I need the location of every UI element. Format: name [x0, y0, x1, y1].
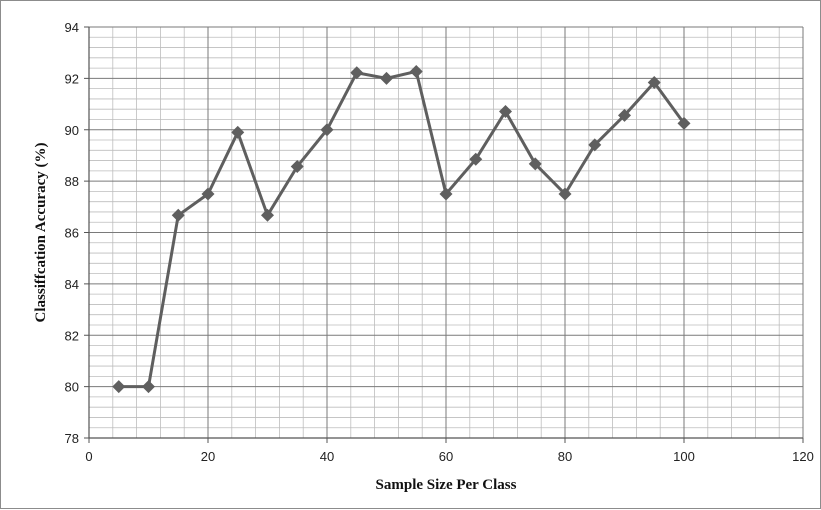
y-tick-label: 80 — [65, 380, 79, 395]
y-tick-label: 88 — [65, 174, 79, 189]
data-point-marker — [647, 75, 661, 89]
x-tick-label: 60 — [439, 449, 453, 464]
y-tick-label: 90 — [65, 123, 79, 138]
data-point-marker — [112, 380, 126, 394]
x-tick-label: 100 — [673, 449, 695, 464]
data-point-marker — [409, 64, 423, 78]
data-point-marker — [320, 123, 334, 137]
x-tick-label: 40 — [320, 449, 334, 464]
series-group — [112, 64, 691, 394]
data-point-marker — [469, 152, 483, 166]
y-tick-label: 82 — [65, 328, 79, 343]
data-point-marker — [290, 159, 304, 173]
data-point-marker — [380, 71, 393, 85]
data-point-marker — [201, 187, 215, 201]
y-tick-label: 78 — [65, 431, 79, 446]
data-point-marker — [171, 208, 185, 222]
x-tick-label: 120 — [792, 449, 814, 464]
series-line — [118, 69, 686, 389]
y-tick-label: 86 — [65, 226, 79, 241]
data-point-marker — [499, 105, 512, 119]
y-tick-label: 94 — [65, 20, 79, 35]
x-tick-label: 0 — [85, 449, 92, 464]
axes — [84, 26, 804, 443]
y-tick-labels: 78 80 82 84 86 88 90 92 94 — [65, 20, 79, 446]
y-tick-label: 92 — [65, 71, 79, 86]
x-tick-labels: 0 20 40 60 80 100 120 — [85, 449, 813, 464]
data-point-marker — [528, 157, 542, 171]
data-point-marker — [142, 380, 155, 394]
data-point-marker — [558, 187, 572, 201]
x-tick-label: 20 — [201, 449, 215, 464]
data-point-marker — [439, 187, 453, 201]
x-axis-title: Sample Size Per Class — [376, 477, 517, 493]
data-point-marker — [261, 208, 274, 222]
data-point-marker — [618, 108, 631, 122]
y-axis-title: Classiffcation Accuracy (%) — [33, 143, 49, 323]
data-point-marker — [350, 66, 364, 80]
y-tick-label: 84 — [65, 277, 79, 292]
data-point-marker — [677, 116, 691, 130]
data-point-marker — [231, 125, 245, 139]
data-point-marker — [588, 138, 602, 152]
x-tick-label: 80 — [558, 449, 572, 464]
